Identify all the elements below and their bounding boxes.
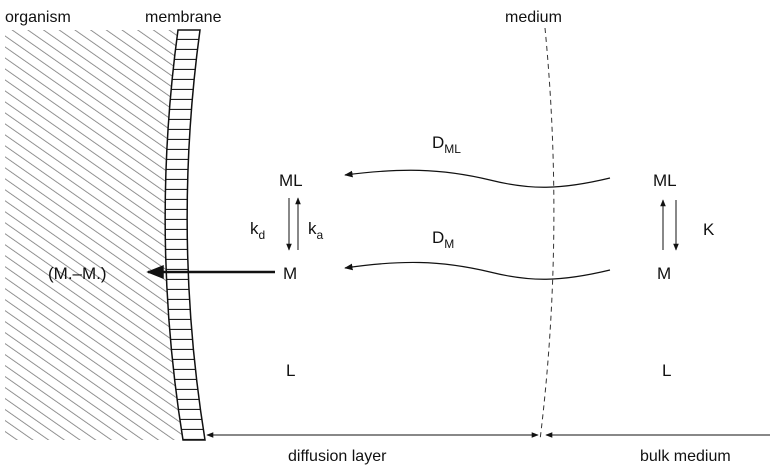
flux-label: DML [432, 133, 461, 156]
label: medium [505, 9, 562, 26]
membrane [164, 29, 206, 441]
species: (M.–M.) [48, 264, 107, 283]
medium-boundary [539, 27, 555, 441]
diffusion-arrow [344, 169, 611, 188]
species: M [657, 264, 671, 283]
rate-label: ka [308, 219, 324, 242]
constant-label: K [703, 220, 715, 239]
species: M [283, 264, 297, 283]
species: L [286, 361, 295, 380]
label: organism [5, 9, 71, 26]
rate-label: kd [250, 219, 265, 242]
label: membrane [145, 9, 222, 26]
footer-label: bulk medium [640, 448, 731, 465]
organism-area [5, 30, 183, 440]
flux-label: DM [432, 228, 454, 251]
footer-label: diffusion layer [288, 448, 387, 465]
species: ML [279, 171, 303, 190]
species: L [662, 361, 671, 380]
diffusion-arrow [344, 261, 611, 280]
species: ML [653, 171, 677, 190]
